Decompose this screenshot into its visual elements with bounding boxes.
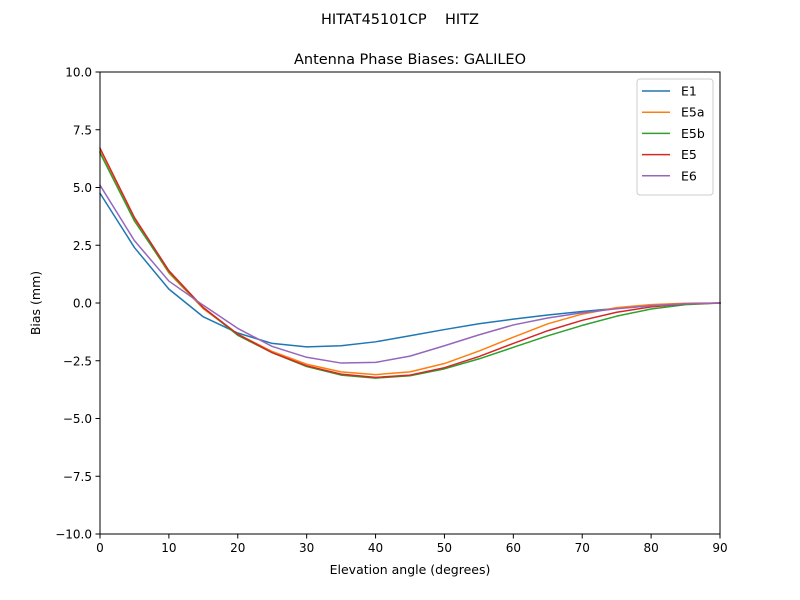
x-tick-label: 50	[437, 541, 452, 555]
x-tick-label: 80	[643, 541, 658, 555]
y-tick-label: 7.5	[73, 123, 92, 137]
y-tick-label: −7.5	[63, 470, 92, 484]
series-line-e5a	[98, 150, 721, 376]
y-tick-label: 5.0	[73, 181, 92, 195]
x-tick-label: 40	[368, 541, 383, 555]
y-axis-ticks: −10.0 −7.5 −5.0 −2.5 0.0 2.5 5.0 7.5 10.0	[55, 66, 100, 542]
y-tick-label: −10.0	[55, 528, 92, 542]
legend: E1 E5a E5b E5 E6	[636, 78, 714, 196]
x-tick-label: 70	[575, 541, 590, 555]
x-tick-label: 10	[161, 541, 176, 555]
y-axis-label: Bias (mm)	[28, 271, 43, 335]
chart-title: Antenna Phase Biases: GALILEO	[294, 52, 526, 68]
legend-label: E5b	[681, 126, 705, 141]
figure-suptitle: HITAT45101CP HITZ	[321, 12, 479, 28]
y-tick-label: −2.5	[63, 354, 92, 368]
x-tick-label: 30	[299, 541, 314, 555]
y-tick-label: 0.0	[73, 297, 92, 311]
legend-label: E6	[681, 168, 697, 183]
legend-label: E1	[681, 84, 697, 99]
x-tick-label: 0	[96, 541, 104, 555]
series-line-e6	[98, 184, 721, 364]
y-tick-label: 10.0	[65, 66, 92, 80]
x-axis-ticks: 0 10 20 30 40 50 60 70 80 90	[96, 534, 728, 555]
legend-frame	[636, 78, 714, 196]
x-tick-label: 90	[712, 541, 727, 555]
x-axis-label: Elevation angle (degrees)	[330, 562, 491, 577]
y-tick-label: −5.0	[63, 412, 92, 426]
legend-label: E5	[681, 147, 697, 162]
plot-lines	[98, 147, 721, 379]
y-tick-label: 2.5	[73, 239, 92, 253]
legend-label: E5a	[681, 105, 705, 120]
x-tick-label: 60	[506, 541, 521, 555]
series-line-e5	[98, 147, 721, 379]
x-tick-label: 20	[230, 541, 245, 555]
